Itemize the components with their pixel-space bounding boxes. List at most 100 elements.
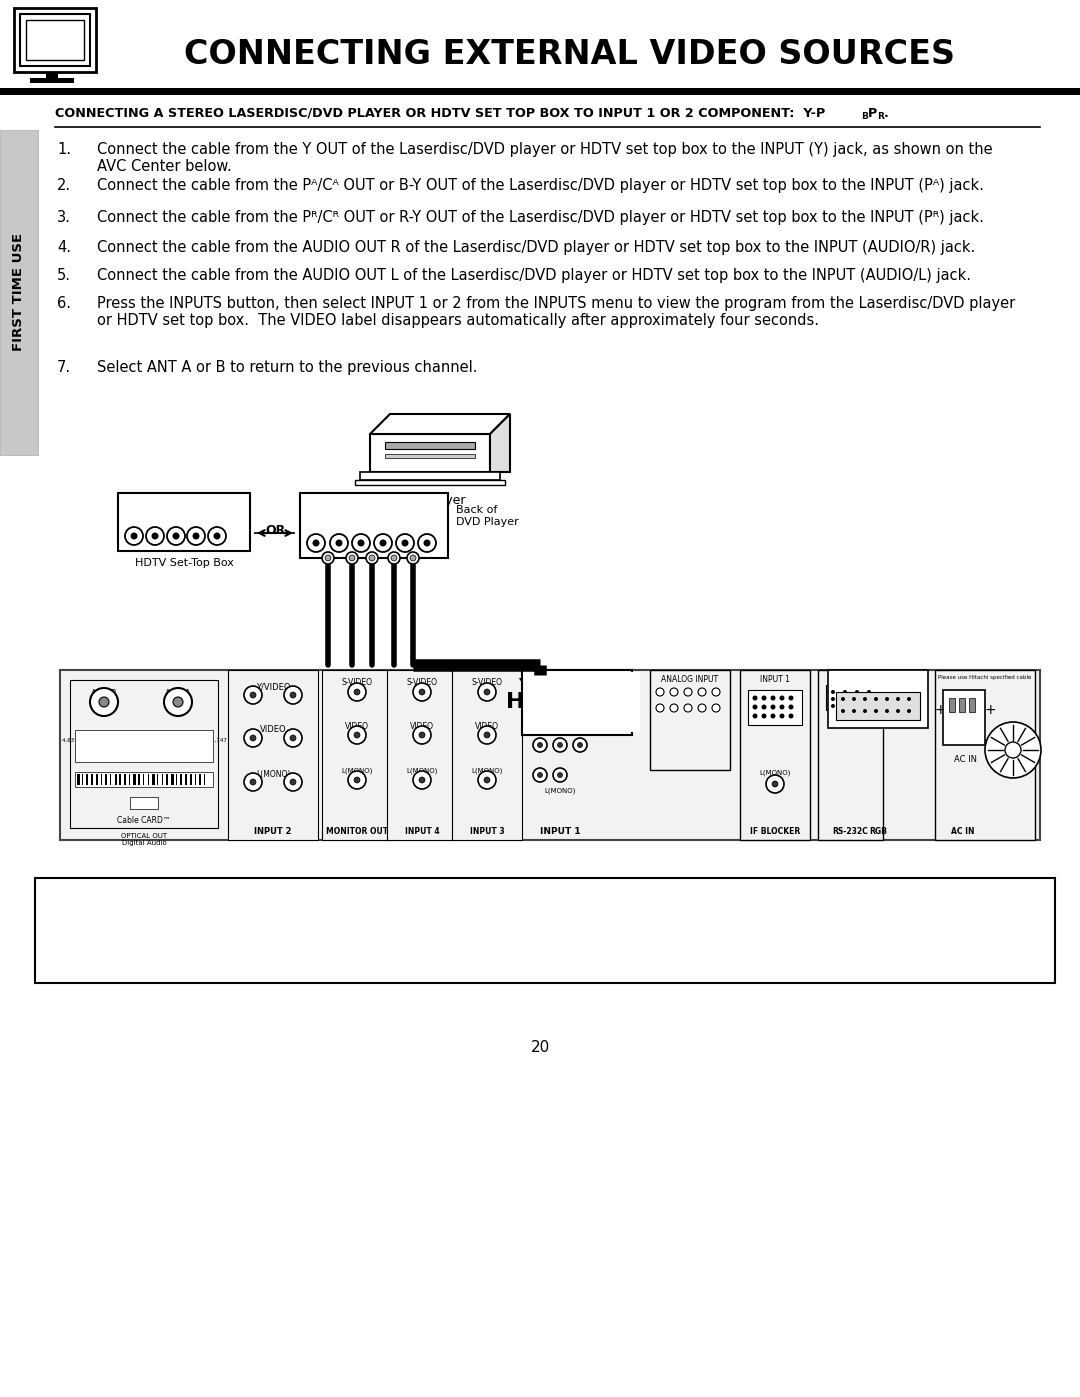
Text: L(MONO): L(MONO): [256, 770, 291, 780]
Circle shape: [867, 690, 870, 694]
Circle shape: [831, 690, 835, 694]
Bar: [522, 671, 632, 735]
Bar: [190, 774, 192, 785]
Text: MONITOR OUT: MONITOR OUT: [326, 827, 388, 835]
Bar: [949, 698, 955, 712]
Circle shape: [413, 771, 431, 789]
Circle shape: [772, 781, 778, 787]
Text: Please use Hitachi specified cable: Please use Hitachi specified cable: [939, 675, 1031, 680]
Bar: [35, 877, 1055, 983]
Bar: [157, 774, 159, 785]
Text: VIDEO: VIDEO: [345, 722, 369, 731]
Text: OPTICAL OUT
Digital Audio: OPTICAL OUT Digital Audio: [121, 833, 167, 847]
Bar: [370, 434, 490, 472]
Circle shape: [99, 697, 109, 707]
Text: INPUT 4: INPUT 4: [405, 827, 440, 835]
Circle shape: [761, 714, 767, 718]
Circle shape: [712, 704, 720, 712]
Bar: [171, 774, 174, 785]
Text: +: +: [984, 703, 996, 717]
Bar: [548, 672, 640, 732]
Bar: [176, 774, 177, 785]
Circle shape: [538, 742, 542, 747]
Circle shape: [788, 696, 794, 700]
Bar: [21, 14, 90, 66]
Circle shape: [354, 777, 360, 782]
Circle shape: [788, 714, 794, 718]
Text: L(MONO): L(MONO): [406, 767, 437, 774]
Bar: [228, 671, 318, 840]
Circle shape: [670, 704, 678, 712]
Text: HDTV Set-Top Box: HDTV Set-Top Box: [135, 557, 233, 569]
Circle shape: [885, 697, 889, 701]
Text: Cable CARD™: Cable CARD™: [118, 816, 171, 826]
Circle shape: [366, 552, 378, 564]
Bar: [86, 774, 87, 785]
Bar: [118, 493, 249, 550]
Circle shape: [192, 532, 200, 539]
Circle shape: [478, 726, 496, 745]
Circle shape: [553, 768, 567, 782]
Circle shape: [843, 690, 847, 694]
Text: OR: OR: [265, 524, 285, 538]
Bar: [148, 774, 149, 785]
Text: TO MONITOR: TO MONITOR: [842, 678, 914, 687]
Bar: [110, 774, 111, 785]
Circle shape: [284, 773, 302, 791]
Circle shape: [753, 696, 757, 700]
Text: AC IN: AC IN: [954, 754, 976, 764]
Text: ANT B: ANT B: [91, 689, 117, 698]
Text: 5.: 5.: [57, 268, 71, 284]
Text: L: L: [400, 520, 405, 529]
Circle shape: [187, 527, 205, 545]
Circle shape: [656, 687, 664, 696]
Text: +: +: [934, 703, 946, 717]
Circle shape: [244, 729, 262, 747]
Bar: [0, 88, 1080, 95]
Text: RS-232C: RS-232C: [832, 827, 868, 835]
Circle shape: [831, 697, 835, 701]
Text: 3.: 3.: [57, 210, 71, 225]
Circle shape: [557, 742, 563, 747]
Circle shape: [322, 552, 334, 564]
Circle shape: [354, 689, 360, 694]
Bar: [75, 731, 213, 761]
Bar: [162, 774, 163, 785]
Text: B: B: [861, 112, 868, 122]
Circle shape: [863, 710, 867, 712]
Circle shape: [284, 729, 302, 747]
Bar: [129, 774, 131, 785]
Circle shape: [244, 773, 262, 791]
Circle shape: [336, 539, 342, 546]
Text: Back of: Back of: [456, 504, 498, 515]
Text: S-VIDEO: S-VIDEO: [472, 678, 502, 687]
Bar: [384, 454, 475, 458]
Bar: [0, 130, 38, 455]
Circle shape: [855, 697, 859, 701]
Bar: [959, 698, 966, 712]
Text: CONNECTING EXTERNAL VIDEO SOURCES: CONNECTING EXTERNAL VIDEO SOURCES: [185, 39, 956, 71]
Text: L(MONO): L(MONO): [341, 767, 373, 774]
Circle shape: [413, 683, 431, 701]
Circle shape: [90, 687, 118, 717]
Circle shape: [307, 534, 325, 552]
Text: R: R: [151, 513, 159, 522]
Circle shape: [419, 777, 426, 782]
Circle shape: [374, 534, 392, 552]
Circle shape: [761, 696, 767, 700]
Circle shape: [698, 687, 706, 696]
Text: NOTE:: NOTE:: [55, 893, 106, 907]
Circle shape: [578, 742, 582, 747]
Bar: [740, 671, 810, 840]
Text: 6.: 6.: [57, 296, 71, 312]
Circle shape: [684, 687, 692, 696]
Bar: [453, 671, 522, 840]
Text: r AUDIO→: r AUDIO→: [380, 510, 427, 520]
Text: R: R: [426, 520, 432, 529]
Text: ANT A: ANT A: [165, 689, 191, 698]
Circle shape: [770, 704, 775, 710]
Circle shape: [478, 771, 496, 789]
Text: OUTPUT: OUTPUT: [160, 500, 208, 510]
Bar: [114, 774, 117, 785]
Text: FIRST TIME USE: FIRST TIME USE: [13, 233, 26, 351]
